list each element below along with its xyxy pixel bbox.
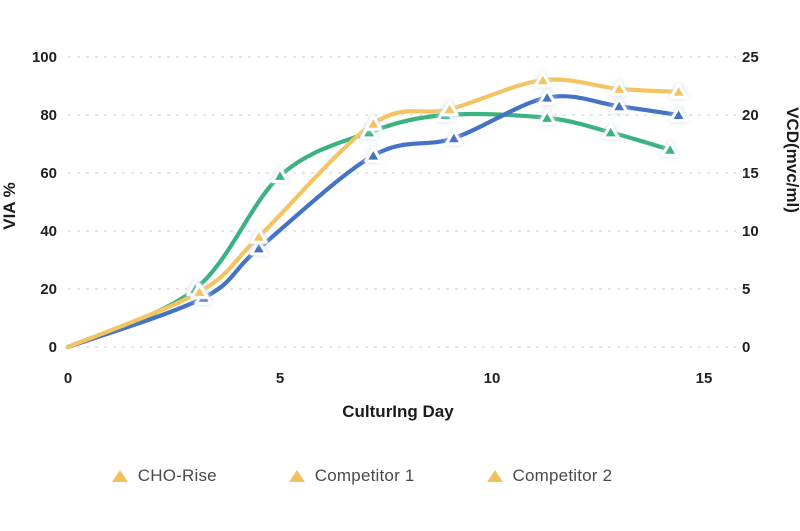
data-point-marker bbox=[610, 79, 629, 96]
y-left-tick-label: 60 bbox=[40, 165, 57, 182]
x-tick-label: 0 bbox=[64, 370, 72, 387]
data-point-marker bbox=[601, 123, 620, 140]
legend-item-competitor-2: Competitor 2 bbox=[486, 466, 613, 486]
y-right-tick-label: 15 bbox=[742, 165, 759, 182]
data-point-marker bbox=[610, 97, 629, 114]
data-point-marker bbox=[669, 82, 688, 99]
data-point-marker bbox=[190, 282, 209, 299]
y-right-tick-label: 5 bbox=[742, 281, 750, 298]
data-point-marker bbox=[249, 227, 268, 244]
data-point-marker bbox=[538, 88, 557, 105]
y-left-tick-label: 80 bbox=[40, 107, 57, 124]
y-right-axis-title: VCD(mvc/ml) bbox=[783, 107, 800, 213]
data-point-marker bbox=[360, 123, 379, 140]
triangle-marker-icon bbox=[111, 470, 128, 482]
data-point-marker bbox=[271, 166, 289, 183]
tick-labels: 0 20 40 60 80 100 0 5 10 15 20 25 0 5 10 15 bbox=[32, 49, 759, 387]
series-markers bbox=[186, 71, 688, 305]
data-point-marker bbox=[249, 239, 268, 256]
gridlines bbox=[68, 56, 736, 348]
triangle-marker-icon bbox=[486, 470, 503, 482]
legend-label: CHO-Rise bbox=[137, 466, 217, 485]
triangle-marker-icon bbox=[288, 470, 305, 482]
legend-label: Competitor 2 bbox=[512, 466, 613, 485]
x-tick-label: 5 bbox=[276, 370, 284, 387]
y-right-tick-label: 10 bbox=[742, 223, 759, 240]
chart-legend: CHO-Rise Competitor 1 Competitor 2 bbox=[0, 466, 762, 486]
data-point-marker bbox=[364, 114, 383, 131]
culture-line-chart: 0 20 40 60 80 100 0 5 10 15 20 25 0 5 10 15 VIA % VCD(m… bbox=[0, 49, 800, 421]
y-right-tick-label: 20 bbox=[742, 107, 759, 124]
data-point-marker bbox=[661, 140, 680, 157]
y-left-axis-title: VIA % bbox=[0, 182, 19, 230]
legend-label: Competitor 1 bbox=[314, 466, 415, 485]
data-point-marker bbox=[533, 71, 552, 88]
data-point-marker bbox=[444, 129, 463, 146]
y-left-tick-label: 40 bbox=[40, 223, 57, 240]
y-right-tick-label: 25 bbox=[742, 49, 759, 66]
x-axis-title: CulturIng Day bbox=[342, 402, 454, 421]
chart-canvas: 0 20 40 60 80 100 0 5 10 15 20 25 0 5 10 15 VIA % VCD(m… bbox=[0, 49, 800, 421]
y-left-tick-label: 20 bbox=[40, 281, 57, 298]
x-tick-label: 10 bbox=[484, 370, 501, 387]
legend-item-cho-rise: CHO-Rise bbox=[111, 466, 217, 486]
data-point-marker bbox=[538, 108, 557, 125]
x-tick-label: 15 bbox=[696, 370, 713, 387]
data-point-marker bbox=[440, 100, 459, 117]
y-left-tick-label: 0 bbox=[49, 339, 57, 356]
legend-item-competitor-1: Competitor 1 bbox=[288, 466, 415, 486]
data-point-marker bbox=[669, 106, 688, 122]
y-right-tick-label: 0 bbox=[742, 339, 750, 356]
y-left-tick-label: 100 bbox=[32, 49, 57, 66]
data-point-marker bbox=[364, 146, 383, 163]
